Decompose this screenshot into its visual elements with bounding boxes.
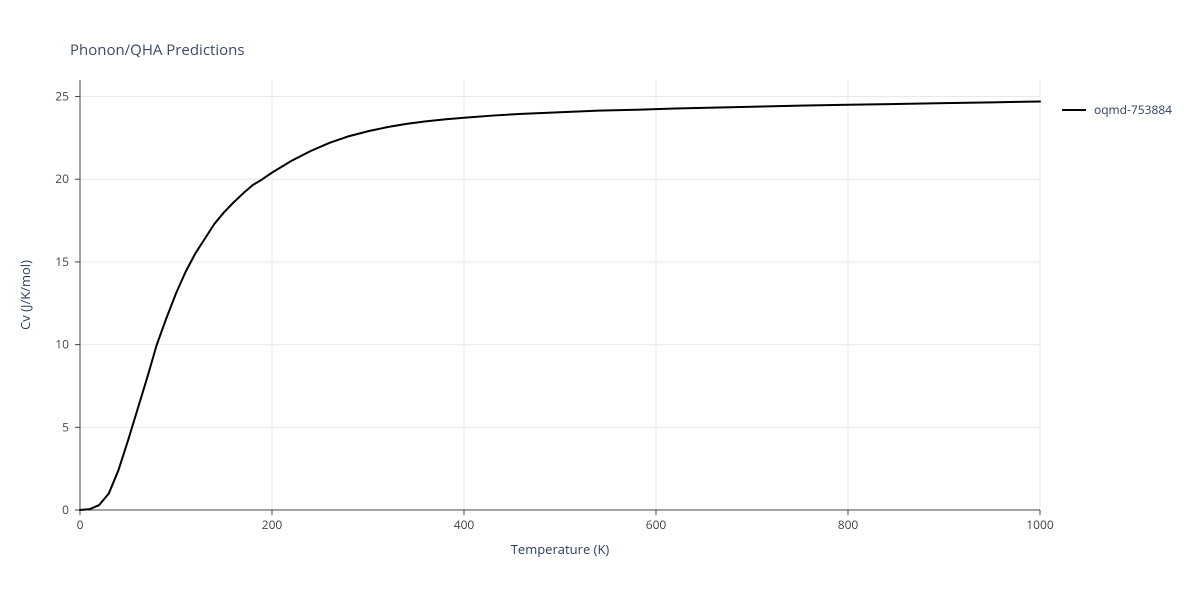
y-tick-label: 0 (62, 501, 69, 518)
x-tick-label: 400 (454, 516, 475, 533)
legend-label[interactable]: oqmd-753884 (1094, 101, 1172, 118)
x-tick-label: 800 (838, 516, 859, 533)
y-axis-label: Cv (J/K/mol) (16, 260, 34, 330)
y-tick-label: 5 (62, 418, 69, 435)
y-tick-label: 25 (55, 88, 69, 105)
y-tick-label: 15 (55, 253, 69, 270)
x-tick-label: 0 (77, 516, 84, 533)
line-chart: 0 200 400 600 800 1000 0 5 10 15 20 25 Temperature (… (0, 0, 1200, 600)
x-axis-label: Temperature (K) (511, 540, 610, 558)
chart-title: Phonon/QHA Predictions (70, 40, 245, 60)
x-tick-label: 600 (646, 516, 667, 533)
x-tick-label: 200 (262, 516, 283, 533)
series-line[interactable] (80, 102, 1040, 511)
x-tick-label: 1000 (1026, 516, 1054, 533)
y-tick-label: 10 (55, 336, 69, 353)
y-tick-label: 20 (55, 170, 69, 187)
